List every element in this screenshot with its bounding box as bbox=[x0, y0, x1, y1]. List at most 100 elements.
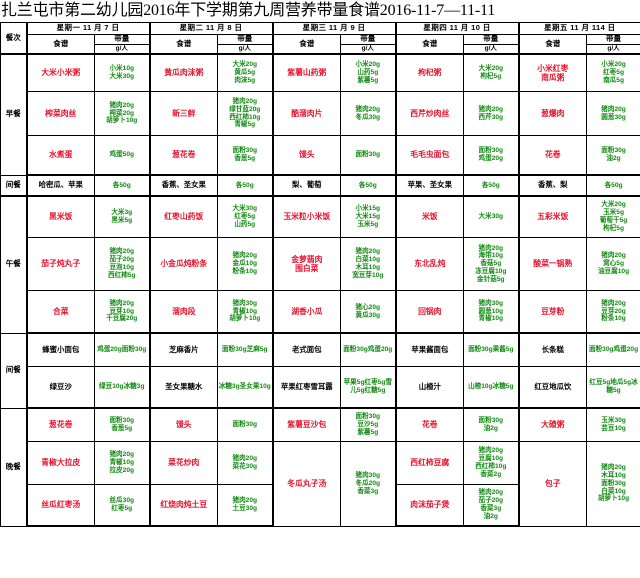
amount-unit-friday: g/人 bbox=[586, 44, 640, 55]
dish-cell: 五彩米饭 bbox=[518, 195, 588, 238]
dish-cell: 菜花炒肉 bbox=[149, 441, 219, 485]
dish-cell: 玉米粒小米饭 bbox=[272, 195, 342, 238]
amount-cell: 玉米30g 芸豆10g bbox=[586, 407, 640, 442]
table-row: 绿豆沙 绿豆10g冰糖3g 圣女果糖水 冰糖3g圣女果10g 苹果红枣雪耳露 苹… bbox=[1, 366, 640, 409]
amount-cell: 猪肉20g 窝心5g 油豆腐10g bbox=[586, 237, 640, 291]
dish-cell: 枸杞粥 bbox=[395, 53, 465, 92]
dish-cell: 苹果酱面包 bbox=[395, 332, 465, 367]
dish-cell: 花卷 bbox=[395, 407, 465, 442]
amount-cell: 面粉30g鸡蛋20g bbox=[340, 332, 397, 367]
dish-cell: 回锅肉 bbox=[395, 290, 465, 334]
amount-cell: 猪肉20g 圆葱30g bbox=[586, 91, 640, 136]
dish-cell: 绿豆沙 bbox=[26, 366, 95, 409]
dish-cell: 合菜 bbox=[26, 290, 95, 334]
amount-cell: 各50g bbox=[93, 174, 151, 197]
amount-cell: 猪肉20g 豆腐10g 西红柿10g 香菜2g bbox=[463, 441, 520, 485]
dish-cell: 东北乱炖 bbox=[395, 237, 465, 291]
amount-cell: 猪肉20g 海带10g 香菇5g 冻豆腐10g 金针菇5g bbox=[463, 237, 520, 291]
dish-cell: 香蕉、梨 bbox=[518, 174, 588, 197]
dish-cell: 酸菜一锅熟 bbox=[518, 237, 588, 291]
menu-label-friday: 食谱 bbox=[518, 34, 588, 55]
table-row: 水煮蛋 鸡蛋50g 葱花卷 面粉30g 香葱5g 馒头 面粉30g 毛毛虫面包 面… bbox=[1, 135, 640, 176]
amount-cell: 猪肉20g 茄子20g 香菜3g 油2g bbox=[463, 484, 520, 527]
amount-cell: 大米20g 枸杞5g bbox=[463, 53, 520, 92]
dish-cell: 新三鲜 bbox=[149, 91, 219, 136]
amount-label-monday: 带量 bbox=[93, 34, 151, 45]
dish-cell: 酷溜肉片 bbox=[272, 91, 342, 136]
table-header-subcols: 食谱 带量 食谱 带量 食谱 带量 食谱 带量 食谱 带量 bbox=[1, 34, 640, 55]
amount-cell: 面粉30g bbox=[217, 407, 274, 442]
table-row: 间餐 蜂蜜小面包 鸡蛋20g面粉30g 芝麻香片 面粉30g芝麻5g 老式面包 … bbox=[0, 332, 640, 409]
dish-cell: 大米小米粥 bbox=[26, 53, 95, 92]
amount-cell: 面粉30g芝麻5g bbox=[217, 332, 274, 367]
amount-cell: 大米30g bbox=[463, 195, 520, 238]
dish-cell: 长条糕 bbox=[518, 332, 588, 367]
dish-cell: 包子 bbox=[518, 441, 588, 527]
amount-cell: 红豆5g地瓜5g冰糖5g bbox=[586, 366, 640, 409]
amount-cell: 面粉30g 香葱5g bbox=[93, 407, 151, 442]
table-row: 丝瓜红枣汤 丝瓜30g 红枣5g 红烧肉炖土豆 猪肉20g 土豆30g 肉沫茄子煲 … bbox=[1, 484, 640, 527]
dish-cell: 黄瓜肉沫粥 bbox=[149, 53, 219, 92]
amount-cell: 猪肉20g 土豆30g bbox=[217, 484, 274, 527]
amount-cell: 大米30g 红枣5g 山药5g bbox=[217, 195, 274, 238]
amount-unit-tuesday: g/人 bbox=[217, 44, 274, 55]
dish-cell: 葱花卷 bbox=[149, 135, 219, 176]
dish-cell: 水煮蛋 bbox=[26, 135, 95, 176]
dish-cell: 金萝翡肉 围白菜 bbox=[272, 237, 342, 291]
dish-cell: 西芹炒肉丝 bbox=[395, 91, 465, 136]
amount-cell: 面粉30g 香葱5g bbox=[217, 135, 274, 176]
day-header-friday: 星期五 11 月 114 日 bbox=[518, 22, 640, 35]
amount-cell: 面粉30g鸡蛋20g bbox=[586, 332, 640, 367]
amount-cell: 小米10g 大米30g bbox=[93, 53, 151, 92]
day-header-tuesday: 星期二 11 月 8 日 bbox=[149, 22, 274, 35]
dish-cell: 青椒大拉皮 bbox=[26, 441, 95, 485]
table-row: 早餐 大米小米粥 小米10g 大米30g 黄瓜肉沫粥 大米20g 黄瓜5g 肉沫5g … bbox=[0, 53, 640, 176]
dish-cell: 丝瓜红枣汤 bbox=[26, 484, 95, 527]
amount-cell: 小米20g 红枣5g 南瓜5g bbox=[586, 53, 640, 92]
meal-label-snack-afternoon: 间餐 bbox=[0, 332, 28, 409]
amount-label-thursday: 带量 bbox=[463, 34, 520, 45]
dish-cell: 茄子炖丸子 bbox=[26, 237, 95, 291]
menu-label-tuesday: 食谱 bbox=[149, 34, 219, 55]
meal-label-dinner: 晚餐 bbox=[0, 407, 28, 527]
table-row: 晚餐 葱花卷 面粉30g 香葱5g 馒头 面粉30g 紫薯豆沙包 面粉30g 豆沙5… bbox=[0, 407, 640, 527]
dish-cell: 湖香小瓜 bbox=[272, 290, 342, 334]
dish-cell: 毛毛虫面包 bbox=[395, 135, 465, 176]
amount-cell: 各50g bbox=[463, 174, 520, 197]
dish-cell: 圣女果糖水 bbox=[149, 366, 219, 409]
dish-cell: 西红柿豆腐 bbox=[395, 441, 465, 485]
dish-cell: 豆芽粉 bbox=[518, 290, 588, 334]
amount-cell: 丝瓜30g 红枣5g bbox=[93, 484, 151, 527]
page-title: 扎兰屯市第二幼儿园2016年下学期第九周营养带量食谱2016-11-7—11-1… bbox=[1, 2, 496, 19]
amount-unit-thursday: g/人 bbox=[463, 44, 520, 55]
day-header-thursday: 星期四 11 月 10 日 bbox=[395, 22, 520, 35]
dish-cell: 黑米饭 bbox=[26, 195, 95, 238]
dish-cell: 苹果红枣雪耳露 bbox=[272, 366, 342, 409]
dish-cell: 红烧肉炖土豆 bbox=[149, 484, 219, 527]
day-header-wednesday: 星期三 11 月 9 日 bbox=[272, 22, 397, 35]
amount-cell: 猪肉20g 豆芽10g 干豆腐20g bbox=[93, 290, 151, 334]
amount-cell: 小米20g 山药5g 紫薯5g bbox=[340, 53, 397, 92]
amount-cell: 猪肉20g 木耳10g 面粉30g 白菜10g 胡萝卜10g bbox=[586, 441, 640, 527]
amount-cell: 猪肉20g 金瓜10g 粉条10g bbox=[217, 237, 274, 291]
amount-cell: 面粉30g果酱5g bbox=[463, 332, 520, 367]
dish-cell: 小米红枣 南瓜粥 bbox=[518, 53, 588, 92]
amount-cell: 面粉30g 豆沙5g 紫薯5g bbox=[340, 407, 397, 442]
menu-label-thursday: 食谱 bbox=[395, 34, 465, 55]
dish-cell: 蜂蜜小面包 bbox=[26, 332, 95, 367]
dish-cell: 芝麻香片 bbox=[149, 332, 219, 367]
meal-label-breakfast: 早餐 bbox=[0, 53, 28, 176]
amount-cell: 猪肉20g 冬瓜30g bbox=[340, 91, 397, 136]
amount-cell: 猪肉30g 青椒10g 胡萝卜10g bbox=[217, 290, 274, 334]
dish-cell: 馒头 bbox=[272, 135, 342, 176]
table-header-days: 餐次 星期一 11 月 7 日 星期二 11 月 8 日 星期三 11 月 9 … bbox=[0, 22, 640, 55]
dish-cell: 葱花卷 bbox=[26, 407, 95, 442]
dish-cell: 榨菜肉丝 bbox=[26, 91, 95, 136]
amount-cell: 苹果5g红枣5g雪儿5g红糖5g bbox=[340, 366, 397, 409]
dish-cell: 葱爆肉 bbox=[518, 91, 588, 136]
amount-label-tuesday: 带量 bbox=[217, 34, 274, 45]
table-row: 间餐 哈密瓜、苹果 各50g 香蕉、圣女果 各50g 梨、葡萄 各50g 苹果、… bbox=[0, 174, 640, 197]
dish-cell: 哈密瓜、苹果 bbox=[26, 174, 95, 197]
table-row: 茄子炖丸子 猪肉20g 茄子20g 豆泡10g 西红柿5g 小金瓜炖粉条 猪肉20g 金… bbox=[1, 237, 640, 291]
